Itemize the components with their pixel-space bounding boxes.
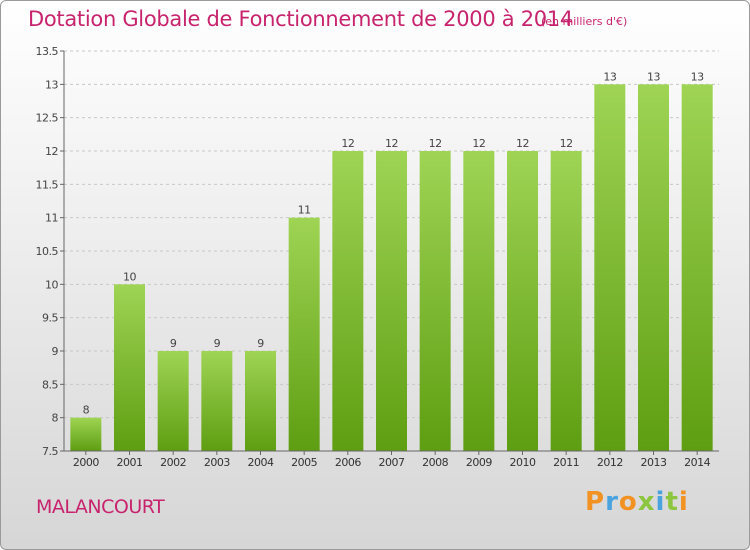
y-tick-label: 13	[45, 78, 58, 91]
x-tick-label: 2007	[379, 456, 405, 469]
logo-letter: t	[665, 487, 679, 517]
logo-letter: P	[585, 487, 606, 517]
x-tick-label: 2009	[466, 456, 492, 469]
y-tick-label: 12	[45, 145, 58, 158]
logo-letter: o	[618, 487, 638, 517]
bar-2014	[681, 84, 713, 451]
x-tick-label: 2004	[248, 456, 274, 469]
y-tick-label: 12.5	[36, 112, 59, 125]
x-tick-label: 2013	[641, 456, 667, 469]
y-tick-label: 10.5	[36, 245, 59, 258]
logo-letter: i	[678, 487, 689, 517]
logo-letter: x	[637, 487, 656, 517]
x-tick-label: 2014	[684, 456, 710, 469]
x-tick-label: 2001	[117, 456, 143, 469]
data-label: 9	[214, 337, 221, 350]
logo-letter: r	[605, 487, 619, 517]
bar-2003	[201, 351, 233, 451]
chart-subtitle: (en milliers d'€)	[541, 15, 628, 28]
data-label: 13	[647, 70, 660, 83]
bar-2009	[463, 151, 495, 451]
x-tick-label: 2010	[510, 456, 536, 469]
data-label: 9	[257, 337, 264, 350]
x-tick-label: 2002	[160, 456, 186, 469]
y-tick-label: 8.5	[42, 378, 58, 391]
data-label: 12	[516, 137, 529, 150]
bar-2004	[245, 351, 276, 451]
bar-2012	[594, 84, 626, 451]
y-tick-label: 11	[45, 212, 58, 225]
data-label: 12	[560, 137, 573, 150]
data-label: 8	[83, 404, 90, 417]
y-tick-label: 7.5	[42, 445, 58, 458]
bar-2011	[550, 151, 582, 451]
data-label: 13	[603, 70, 616, 83]
y-tick-label: 9.5	[42, 312, 58, 325]
bar-chart: 8 10 9 9 9 11 12 12 12 12 12 12 13 13 13 7.5 8 8.5 9 9.5 10…	[36, 45, 719, 469]
data-label: 12	[341, 137, 354, 150]
bar-2000	[70, 417, 102, 451]
proxiti-logo: Proxiti	[585, 487, 689, 517]
y-tick-label: 10	[45, 278, 58, 291]
chart-title: Dotation Globale de Fonctionnement de 20…	[28, 7, 573, 31]
data-label: 11	[298, 204, 311, 217]
y-tick-label: 11.5	[36, 178, 59, 191]
y-tick-label: 8	[52, 412, 59, 425]
bar-2005	[288, 217, 320, 451]
bar-2010	[507, 151, 538, 451]
bar-2001	[114, 284, 145, 451]
data-label: 10	[123, 270, 136, 283]
bar-2002	[157, 351, 189, 451]
data-label: 12	[429, 137, 442, 150]
x-tick-label: 2006	[335, 456, 361, 469]
x-tick-label: 2012	[597, 456, 623, 469]
y-tick-label: 13.5	[36, 45, 59, 58]
data-label: 13	[691, 70, 704, 83]
y-tick-label: 9	[52, 345, 59, 358]
bar-2013	[638, 84, 669, 451]
logo-letter: i	[655, 487, 666, 517]
x-tick-label: 2011	[553, 456, 579, 469]
x-tick-label: 2005	[291, 456, 317, 469]
bar-2007	[376, 151, 407, 451]
x-tick-label: 2003	[204, 456, 230, 469]
bar-2008	[419, 151, 451, 451]
data-label: 9	[170, 337, 177, 350]
data-label: 12	[472, 137, 485, 150]
x-tick-label: 2008	[422, 456, 448, 469]
commune-name: MALANCOURT	[36, 496, 165, 518]
data-label: 12	[385, 137, 398, 150]
bar-2006	[332, 151, 364, 451]
x-tick-label: 2000	[73, 456, 99, 469]
